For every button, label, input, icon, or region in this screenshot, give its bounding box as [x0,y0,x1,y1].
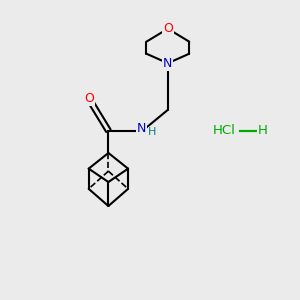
Text: N: N [136,122,146,135]
Text: O: O [163,22,173,35]
Text: N: N [163,57,172,70]
Text: O: O [85,92,94,105]
Text: H: H [148,127,157,137]
Text: H: H [258,124,268,137]
Text: HCl: HCl [213,124,236,137]
